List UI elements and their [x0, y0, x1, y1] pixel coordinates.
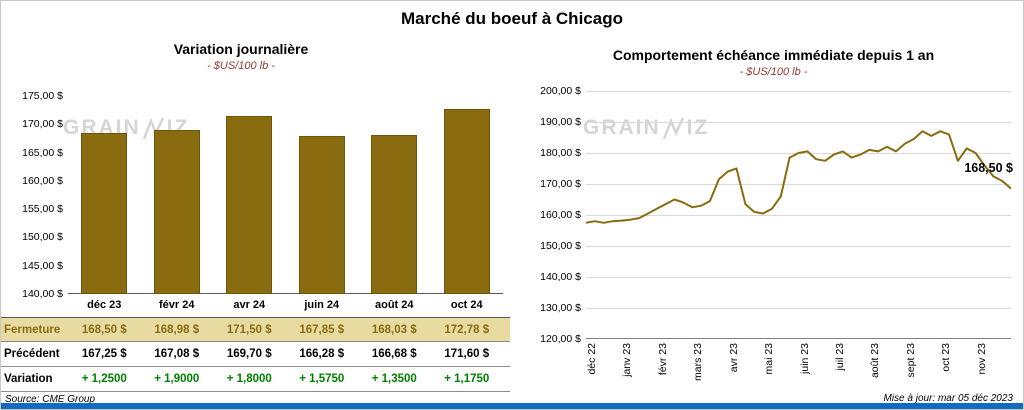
gridline [586, 215, 1011, 216]
bar-y-tick-label: 150,00 $ [22, 231, 63, 244]
line-x-tick-label: juil 23 [833, 343, 846, 371]
line-x-tick-label: sept 23 [904, 343, 917, 378]
table-cell: + 1,2500 [81, 373, 127, 385]
row-label-variation: Variation [4, 373, 53, 385]
gridline [586, 308, 1011, 309]
line-x-tick-label: août 23 [869, 343, 882, 379]
bar-x-label: déc 23 [87, 299, 122, 311]
bottom-accent-bar [1, 403, 1023, 409]
table-cell: 169,70 $ [226, 348, 272, 360]
bar-y-tick-label: 170,00 $ [22, 118, 63, 131]
line-x-tick-label: févr 23 [656, 343, 669, 376]
table-cell: + 1,1750 [444, 373, 490, 385]
last-price-annotation: 168,50 $ [964, 161, 1013, 175]
bar-y-tick-label: 145,00 $ [22, 259, 63, 272]
table-cell: 168,50 $ [81, 324, 127, 336]
gridline [586, 122, 1011, 123]
table-cell: + 1,5750 [299, 373, 345, 385]
bar-chart-plot-area [68, 96, 503, 294]
gridline [586, 184, 1011, 185]
line-x-tick-label: mai 23 [763, 343, 776, 375]
line-chart-plot-area [585, 91, 1012, 339]
table-row-precedent: Précédent 167,25 $ 167,08 $ 169,70 $ 166,28 … [1, 342, 510, 367]
line-y-tick-label: 160,00 $ [540, 209, 581, 221]
gridline [586, 246, 1011, 247]
update-note: Mise à jour: mar 05 déc 2023 [883, 393, 1013, 404]
line-x-tick-label: juin 23 [798, 343, 811, 374]
table-cell: 167,08 $ [154, 348, 200, 360]
line-y-tick-label: 180,00 $ [540, 147, 581, 159]
table-cell: 166,28 $ [299, 348, 345, 360]
bar-y-tick-label: 155,00 $ [22, 203, 63, 216]
bar-y-tick-label: 140,00 $ [22, 288, 63, 300]
line-y-tick-label: 130,00 $ [540, 302, 581, 314]
bar-août 24 [371, 135, 418, 294]
bar-x-label: oct 24 [450, 299, 483, 311]
bar-oct 24 [443, 108, 490, 294]
table-cell: + 1,3500 [371, 373, 417, 385]
bar-y-tick-label: 165,00 $ [22, 146, 63, 159]
line-y-tick-label: 150,00 $ [540, 240, 581, 252]
gridline [586, 91, 1011, 92]
price-line-series [585, 130, 1012, 224]
line-x-tick-label: mars 23 [692, 343, 705, 381]
line-x-tick-label: janv 23 [621, 343, 634, 377]
watermark-w-icon [142, 117, 164, 140]
line-y-tick-label: 190,00 $ [540, 116, 581, 128]
table-cell: 168,98 $ [154, 324, 200, 336]
row-label-precedent: Précédent [4, 348, 60, 360]
bar-chart-subtitle: - $US/100 lb - [207, 60, 275, 72]
bar-chart-title: Variation journalière [173, 41, 309, 57]
table-cell: 171,60 $ [444, 348, 490, 360]
source-note: Source: CME Group [5, 394, 96, 405]
table-cell: 167,25 $ [81, 348, 127, 360]
bar-x-label: févr 24 [159, 299, 195, 311]
table-cell: 171,50 $ [226, 324, 272, 336]
line-chart-subtitle: - $US/100 lb - [739, 66, 808, 78]
table-cell: 168,03 $ [371, 324, 417, 336]
bar-x-label: avr 24 [233, 299, 266, 311]
line-x-tick-label: déc 22 [586, 343, 598, 375]
bar-y-tick-label: 160,00 $ [22, 174, 63, 187]
line-y-tick-label: 120,00 $ [540, 333, 581, 345]
line-y-tick-label: 140,00 $ [540, 271, 581, 283]
line-chart-title: Comportement échéance immédiate depuis 1… [612, 47, 935, 63]
line-x-tick-label: oct 23 [940, 343, 953, 372]
bar-y-tick-label: 175,00 $ [22, 90, 63, 102]
gridline [586, 277, 1011, 278]
grainwiz-watermark: GRAIN IZ [583, 115, 709, 141]
line-y-tick-label: 170,00 $ [540, 178, 581, 190]
bar-x-label: août 24 [374, 299, 414, 311]
row-label-fermeture: Fermeture [4, 324, 61, 336]
watermark-text: GRAIN [583, 116, 661, 139]
line-y-tick-label: 200,00 $ [540, 85, 581, 97]
table-cell: 166,68 $ [371, 348, 417, 360]
table-cell: 172,78 $ [444, 324, 490, 336]
bar-avr 24 [226, 115, 273, 294]
table-cell: 167,85 $ [299, 324, 345, 336]
bar-juin 24 [298, 136, 345, 294]
watermark-w-icon [662, 117, 684, 140]
table-cell: + 1,8000 [226, 373, 272, 385]
page-title: Marché du boeuf à Chicago [401, 9, 623, 28]
line-x-tick-label: nov 23 [975, 343, 988, 375]
bar-févr 24 [153, 130, 200, 294]
bar-déc 23 [81, 132, 128, 294]
table-row-fermeture: Fermeture 168,50 $ 168,98 $ 171,50 $ 167,85 … [1, 317, 510, 342]
watermark-text: IZ [686, 116, 710, 139]
table-cell: + 1,9000 [154, 373, 200, 385]
table-row-variation: Variation + 1,2500 + 1,9000 + 1,8000 + 1,575… [1, 367, 510, 392]
bar-x-label: juin 24 [304, 299, 340, 311]
line-x-tick-label: avr 23 [727, 343, 740, 373]
